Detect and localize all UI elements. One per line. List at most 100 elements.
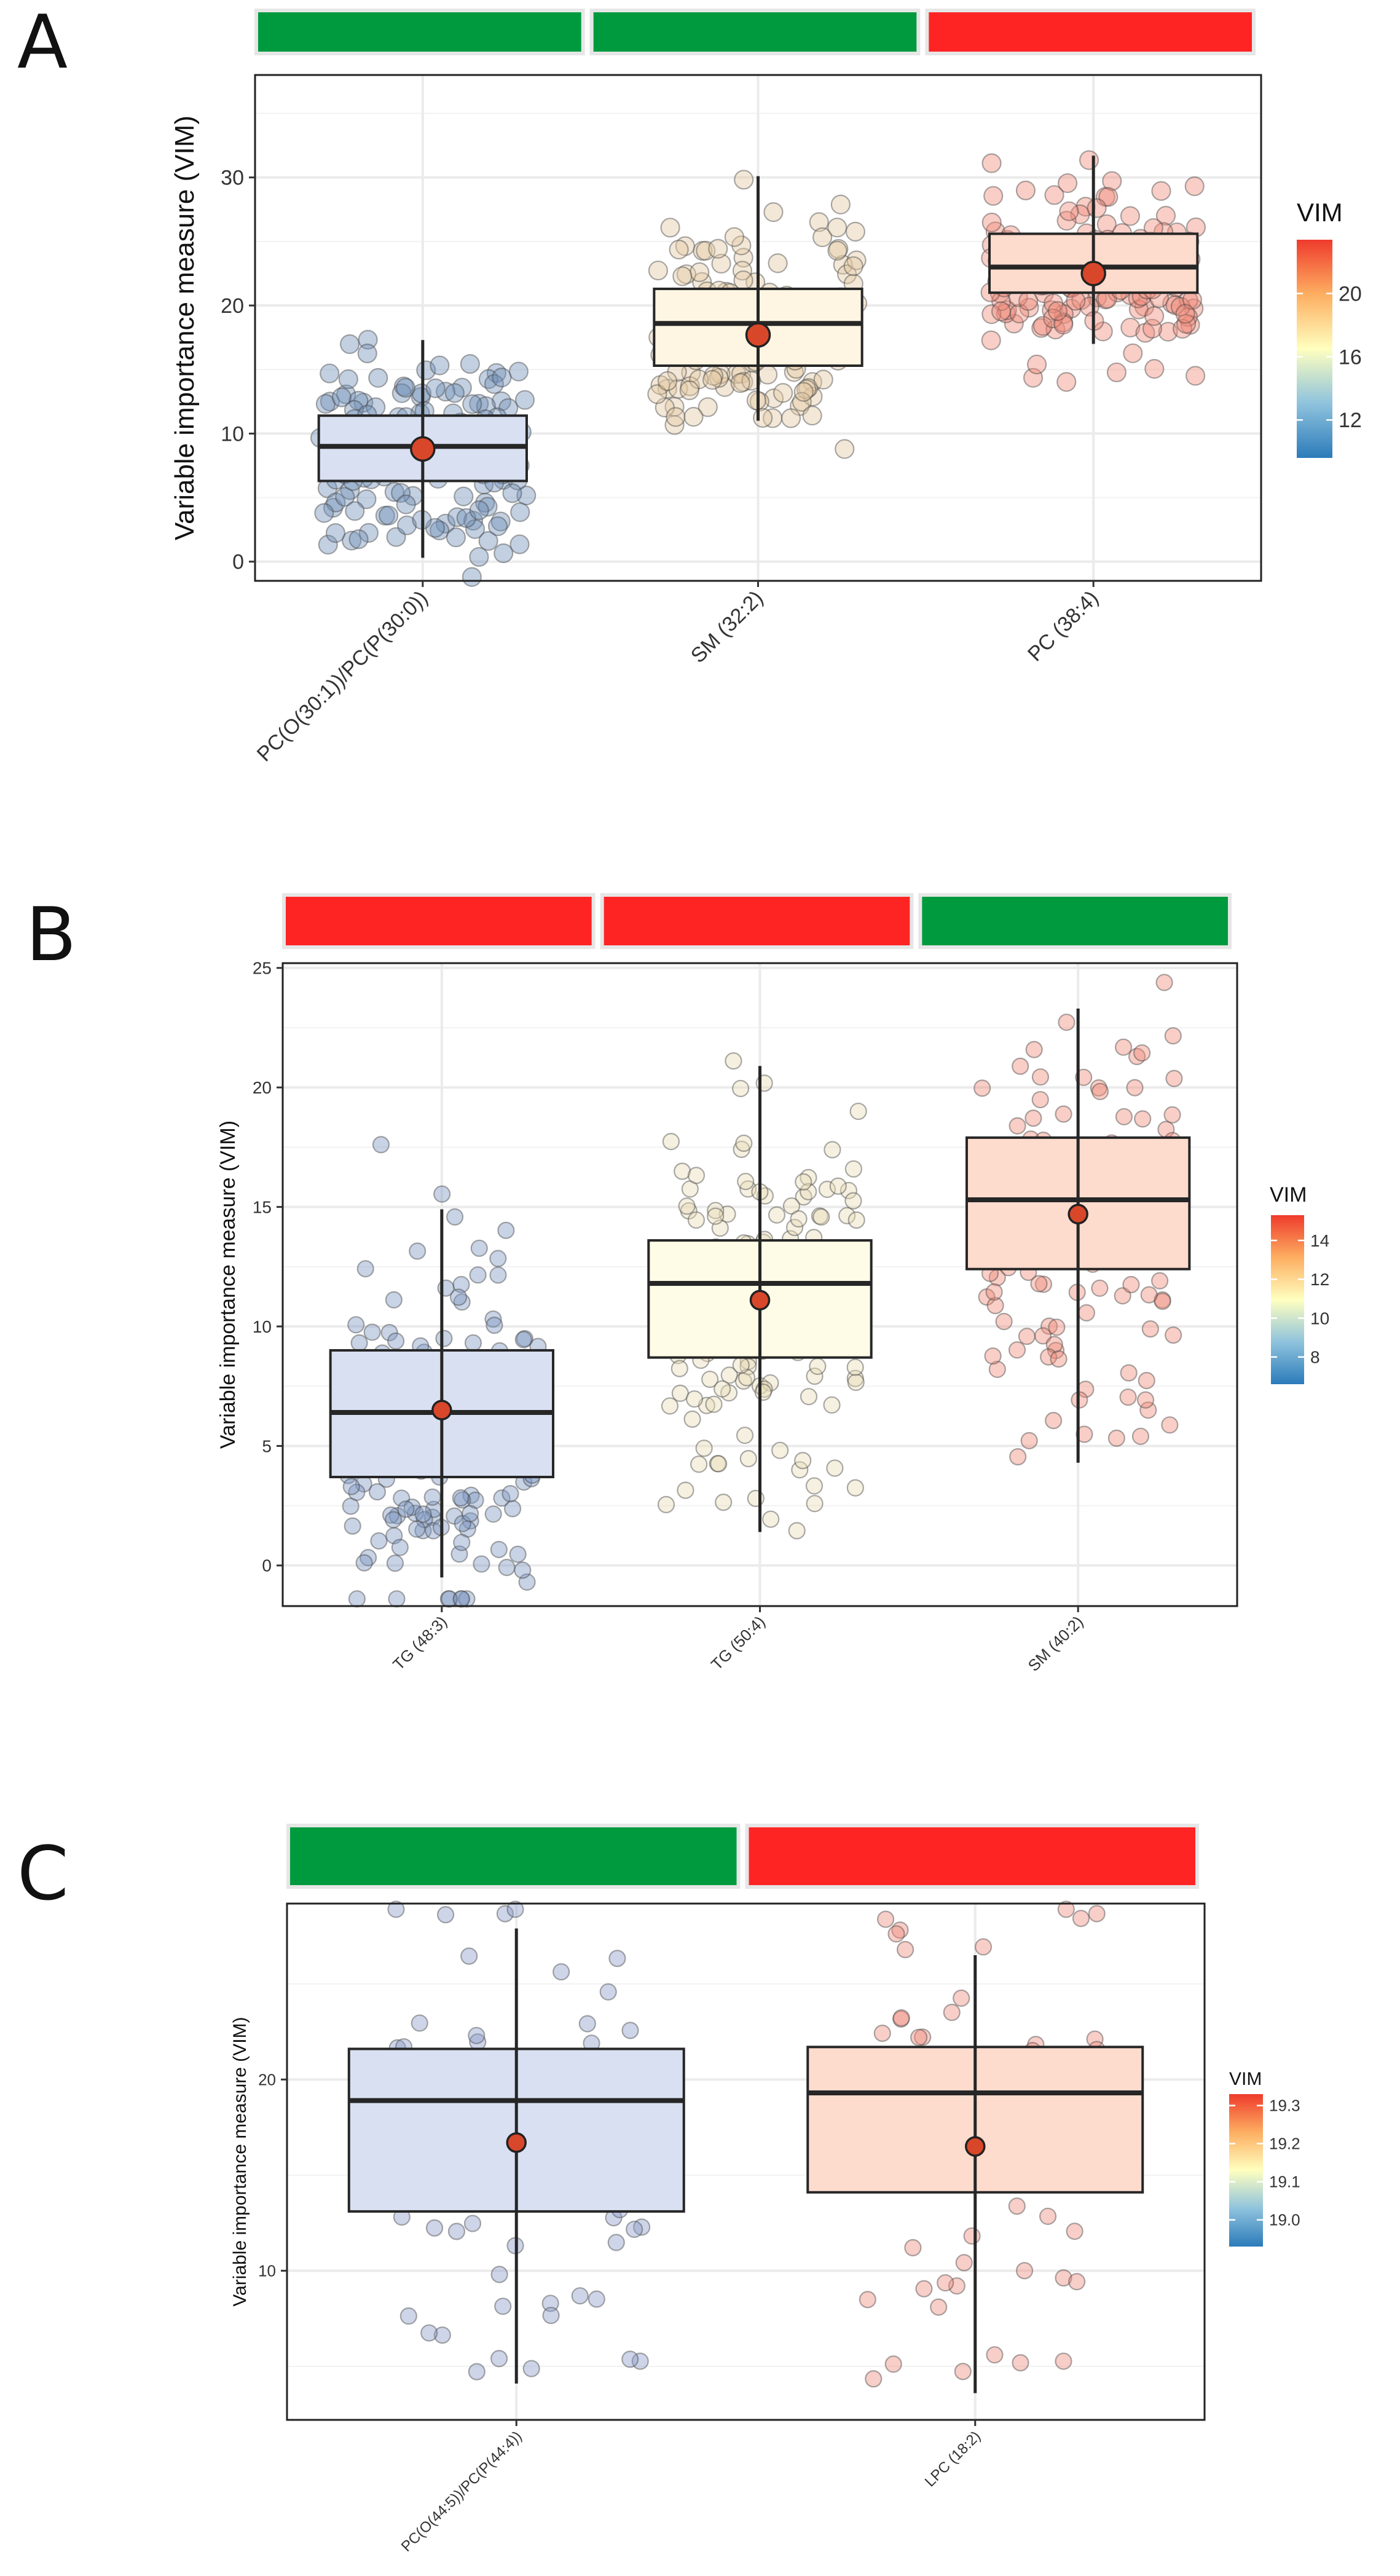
data-point [802, 372, 823, 392]
data-point [795, 1188, 812, 1206]
data-point [813, 369, 833, 390]
y-tick-label: 20 [258, 2070, 276, 2089]
data-point [753, 408, 773, 428]
data-point [838, 1207, 856, 1224]
data-point [553, 1963, 570, 1981]
data-point [607, 2234, 625, 2251]
data-point [344, 1517, 361, 1535]
data-point [937, 2274, 954, 2292]
data-point [514, 390, 535, 410]
data-point [386, 527, 406, 547]
data-point [988, 1360, 1006, 1378]
legend-colorbar [1297, 240, 1332, 458]
data-point [368, 368, 388, 388]
legend-tick-label: 12 [1339, 409, 1362, 432]
panel-label: C [17, 1832, 69, 1917]
legend-tick-label: 19.3 [1269, 2097, 1300, 2115]
y-axis-label: Variable importance measure (VIM) [230, 2017, 250, 2306]
x-tick-label: PC(O(30:1))/PC(P(30:0)) [253, 586, 433, 766]
data-point [1091, 1082, 1109, 1100]
data-point [571, 2287, 589, 2305]
data-point [1053, 304, 1074, 325]
data-point [465, 519, 486, 539]
data-point [724, 227, 744, 247]
data-point [348, 1590, 366, 1608]
data-point [506, 1900, 524, 1918]
data-point [974, 1938, 993, 1956]
data-point [336, 384, 356, 404]
data-point [1044, 185, 1064, 205]
x-tick-label: PC(O(44:5))/PC(P(44:4)) [398, 2428, 525, 2555]
data-point [796, 379, 817, 400]
data-point [657, 379, 677, 399]
data-point [981, 330, 1001, 350]
data-point [325, 523, 346, 543]
data-point [1034, 1327, 1052, 1345]
data-point [754, 1383, 772, 1401]
data-point [1107, 1429, 1125, 1447]
data-point [736, 1427, 754, 1444]
data-point [1043, 293, 1064, 313]
data-point [892, 2010, 910, 2028]
legend-tick-label: 19.0 [1269, 2211, 1300, 2229]
data-point [844, 1192, 862, 1210]
data-point [696, 240, 716, 261]
data-point [1034, 1275, 1053, 1293]
data-point [833, 254, 853, 275]
data-point [773, 383, 793, 403]
data-point [683, 1410, 701, 1428]
data-point [657, 1495, 675, 1513]
data-point [484, 374, 505, 394]
data-point [490, 2350, 508, 2368]
data-point [497, 1221, 515, 1239]
data-point [914, 2028, 932, 2046]
data-point [461, 1505, 479, 1522]
data-point [446, 527, 466, 548]
data-point [1056, 372, 1077, 392]
data-point [411, 387, 431, 407]
data-point [827, 218, 847, 238]
data-point [1056, 211, 1077, 231]
legend-title: VIM [1297, 198, 1343, 227]
data-point [675, 236, 695, 256]
data-point [846, 1358, 864, 1376]
data-point [781, 408, 801, 428]
data-point [516, 486, 537, 506]
data-point [463, 511, 484, 531]
data-point [655, 397, 675, 418]
data-point [674, 1162, 691, 1180]
data-point [384, 1511, 403, 1529]
mean-point [1068, 1203, 1088, 1225]
data-point [720, 1366, 738, 1384]
data-point [447, 2223, 466, 2240]
data-point [342, 530, 362, 551]
data-point [355, 1554, 373, 1572]
data-point [715, 377, 735, 397]
data-point [672, 266, 693, 286]
data-point [943, 2003, 961, 2022]
data-point [449, 1288, 468, 1306]
data-point [1039, 2207, 1057, 2225]
legend-tick-label: 10 [1310, 1309, 1329, 1328]
data-point [1154, 1293, 1171, 1310]
data-point [315, 394, 336, 414]
data-point [494, 2298, 512, 2315]
y-tick-label: 0 [232, 551, 244, 574]
data-point [955, 2254, 973, 2272]
data-point [803, 387, 823, 407]
data-point [1055, 1105, 1072, 1123]
data-point [650, 375, 671, 395]
data-point [1072, 1910, 1090, 1928]
data-point [981, 304, 1002, 325]
data-point [731, 1079, 750, 1098]
data-point [435, 382, 456, 402]
data-point [1141, 1320, 1159, 1338]
data-point [1184, 176, 1205, 197]
data-point [826, 1459, 844, 1477]
data-point [1075, 1068, 1093, 1086]
data-point [415, 1511, 433, 1529]
data-point [314, 503, 334, 523]
data-point [323, 498, 344, 518]
data-point [768, 1206, 786, 1224]
data-point [731, 235, 752, 256]
